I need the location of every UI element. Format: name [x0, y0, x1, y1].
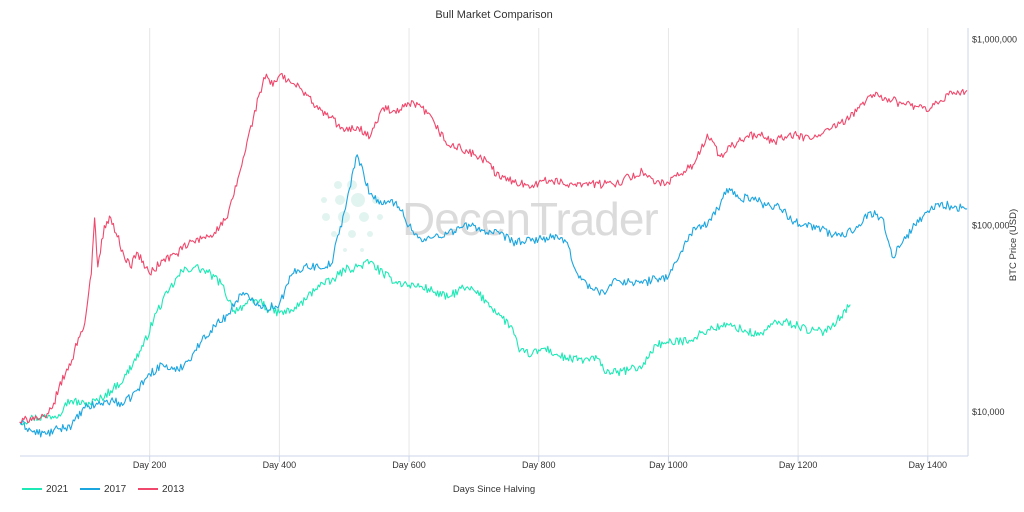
x-tick-label: Day 1400 [909, 460, 948, 470]
x-tick-label: Day 800 [522, 460, 556, 470]
series-line-2013 [19, 72, 968, 424]
legend-label: 2013 [162, 484, 185, 495]
legend-label: 2017 [104, 484, 127, 495]
y-axis: $10,000 $100,000 $1,000,000 [967, 28, 1017, 456]
legend-item-2017[interactable]: 2017 [80, 484, 127, 495]
x-tick-label: Day 1200 [779, 460, 818, 470]
series-line-2021 [19, 258, 851, 426]
x-tick-label: Day 600 [392, 460, 426, 470]
watermark: DecenTrader [321, 180, 659, 252]
x-axis: Day 200 Day 400 Day 600 Day 800 Day 1000 Day … [20, 455, 968, 470]
x-tick-label: Day 1000 [649, 460, 688, 470]
legend: 2021 2017 2013 [22, 484, 185, 495]
y-axis-title: BTC Price (USD) [1008, 209, 1019, 281]
watermark-logo-icon [321, 180, 383, 252]
x-tick-label: Day 200 [133, 460, 167, 470]
chart-title: Bull Market Comparison [435, 9, 552, 21]
x-axis-title: Days Since Halving [453, 484, 535, 495]
x-tick-label: Day 400 [263, 460, 297, 470]
series-lines [19, 72, 968, 438]
legend-item-2013[interactable]: 2013 [138, 484, 185, 495]
y-tick-label: $100,000 [972, 221, 1010, 231]
watermark-text: DecenTrader [402, 193, 658, 245]
legend-item-2021[interactable]: 2021 [22, 484, 69, 495]
y-tick-label: $10,000 [972, 407, 1005, 417]
series-line-2017 [19, 154, 968, 438]
legend-label: 2021 [46, 484, 69, 495]
y-tick-label: $1,000,000 [972, 34, 1017, 44]
vertical-grid [149, 28, 929, 456]
